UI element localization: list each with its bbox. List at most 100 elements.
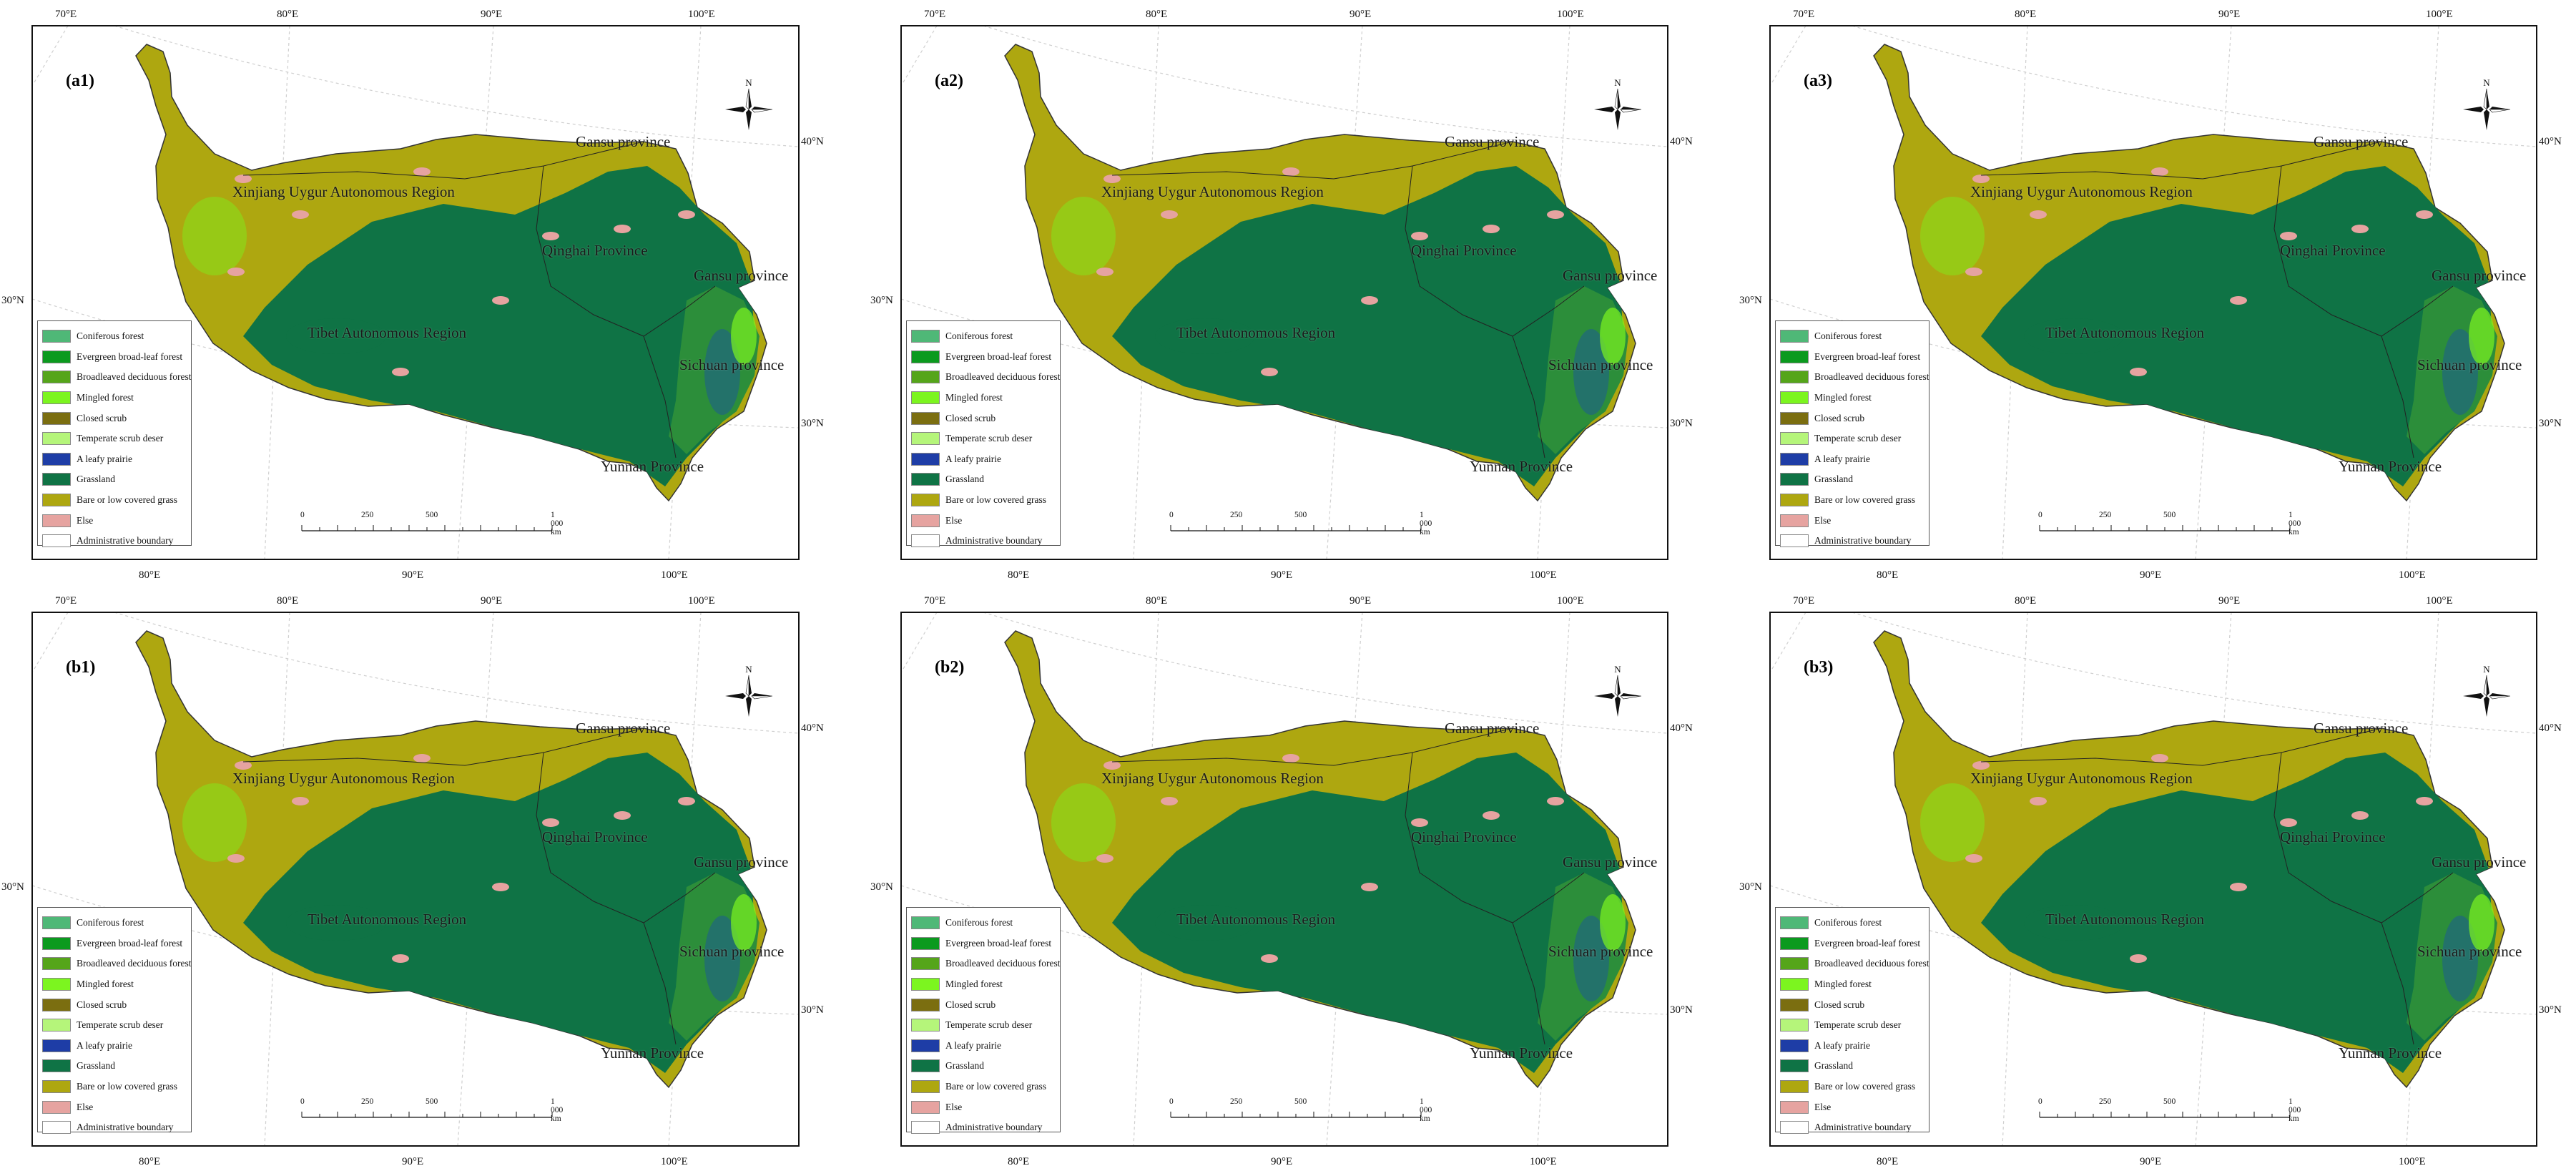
legend-label: Grassland [1814,1060,1853,1072]
region-label: Tibet Autonomous Region [308,324,467,341]
legend-label: Closed scrub [1814,412,1865,423]
legend-swatch [42,1100,71,1114]
scale-tick-label: 0 [1169,511,1174,519]
north-label: N [745,664,752,675]
longitude-label: 80°E [1877,569,1899,581]
legend-label: Temperate scrub deser [77,1019,164,1031]
legend-label: Else [1814,1101,1832,1112]
region-label: Sichuan province [679,943,785,960]
region-label: Yunnan Province [1470,458,1573,475]
scale-tick-label: 500 [426,511,438,519]
longitude-label: 90°E [2218,9,2241,20]
legend-label: Else [77,514,94,526]
region-label: Gansu province [2432,267,2527,284]
longitude-label: 70°E [924,595,946,607]
compass-icon [725,675,773,717]
north-label: N [2483,77,2490,88]
legend-label: Temperate scrub deser [1814,1019,1902,1031]
longitude-label: 80°E [139,1156,161,1167]
legend: Coniferous forest Evergreen broad-leaf fo… [906,320,1061,548]
scale-tick-label: 500 [1294,1097,1307,1106]
legend-label: Closed scrub [945,999,996,1010]
legend-item: Temperate scrub deser [1780,1015,1924,1036]
legend-label: Temperate scrub deser [77,433,164,444]
longitude-label: 90°E [1350,595,1372,607]
scale-tick-label: 1 000 km [1420,511,1432,536]
longitude-label: 100°E [2426,9,2453,20]
legend-item: Mingled forest [911,388,1056,408]
compass-icon [725,88,773,130]
scale-bar: 0 250 500 1 000 km [1169,509,1432,538]
longitude-label: 70°E [1793,595,1815,607]
legend-item: Broadleaved deciduous forest [911,954,1060,974]
legend-swatch [42,494,71,507]
region-label: Yunnan Province [1470,1044,1573,1062]
legend-swatch [42,1121,71,1135]
legend-label: Mingled forest [77,392,134,403]
legend-item: Closed scrub [42,994,187,1015]
legend-swatch [911,978,940,991]
legend-label: Grassland [77,1060,115,1072]
region-label: Xinjiang Uygur Autonomous Region [232,770,455,787]
legend-item: Administrative boundary [1780,531,1924,552]
legend-item: Mingled forest [42,388,187,408]
legend-swatch [911,371,940,384]
region-label: Gansu province [2314,720,2409,737]
legend-label: Administrative boundary [77,1122,174,1133]
legend-item: Else [42,510,187,531]
latitude-label: 40°N [2539,722,2562,734]
latitude-label: 30°N [1,881,24,893]
legend-item: Grassland [1780,1056,1924,1077]
legend-swatch [42,330,71,343]
legend-label: Bare or low covered grass [77,1081,177,1092]
map-panel: 70°E 80°E 90°E 100°E 80°E 90°E 100°E 40°N 30°N 30… [0,587,830,1173]
panel-label: (b3) [1804,658,1834,677]
legend-item: Else [911,510,1056,531]
compass-icon [2463,88,2511,130]
legend-item: Bare or low covered grass [1780,490,1924,511]
latitude-label: 30°N [1,295,24,306]
region-label: Qinghai Province [542,242,648,259]
longitude-label: 80°E [1146,9,1168,20]
latitude-label: 30°N [2539,1004,2562,1016]
scale-tick-label: 1 000 km [551,1097,564,1123]
legend-item: Coniferous forest [1780,913,1924,934]
legend-item: Administrative boundary [42,531,187,552]
legend-swatch [911,391,940,405]
longitude-label: 90°E [2140,569,2162,581]
region-label: Gansu province [576,720,671,737]
legend-label: Temperate scrub deser [945,1019,1033,1031]
longitude-label: 100°E [1530,1156,1557,1167]
legend-swatch [911,473,940,486]
legend-item: Broadleaved deciduous forest [42,954,191,974]
graticule [1769,25,2537,560]
scale-bar-graphic [2039,1112,2291,1118]
legend-label: Mingled forest [1814,392,1872,403]
legend-item: A leafy prairie [911,1036,1056,1057]
legend-label: Closed scrub [1814,999,1865,1010]
legend-label: Broadleaved deciduous forest [1814,958,1929,969]
legend-item: Broadleaved deciduous forest [1780,954,1929,974]
region-label: Xinjiang Uygur Autonomous Region [1101,183,1324,200]
scale-bar: 0 250 500 1 000 km [2038,509,2301,538]
legend-label: A leafy prairie [1814,1039,1870,1051]
legend-item: Grassland [42,1056,187,1077]
legend-label: Administrative boundary [1814,1122,1912,1133]
legend-item: Administrative boundary [1780,1117,1924,1138]
legend: Coniferous forest Evergreen broad-leaf fo… [906,907,1061,1135]
legend-item: Broadleaved deciduous forest [1780,367,1929,388]
legend-swatch [911,1100,940,1114]
legend-swatch [911,452,940,466]
legend-swatch [1780,1019,1809,1032]
north-label: N [1614,664,1621,675]
latitude-label: 40°N [2539,136,2562,147]
map-canvas [1769,612,2537,1147]
scale-tick-label: 250 [1230,1097,1243,1106]
latitude-label: 30°N [2539,418,2562,429]
legend-item: Coniferous forest [42,913,187,934]
north-arrow: N [2462,77,2512,134]
north-arrow: N [1593,664,1643,721]
legend-item: Evergreen broad-leaf forest [911,347,1056,368]
legend-label: Administrative boundary [77,535,174,547]
legend-item: Temperate scrub deser [42,428,187,449]
